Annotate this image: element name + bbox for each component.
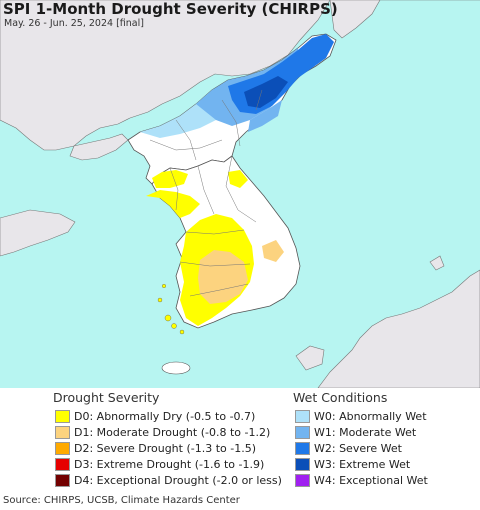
legend-label-w0: W0: Abnormally Wet	[314, 410, 427, 423]
russia-landmass	[329, 0, 381, 39]
swatch-d1	[55, 426, 70, 439]
swatch-d0	[55, 410, 70, 423]
legend-label-w3: W3: Extreme Wet	[314, 458, 411, 471]
legend-item-w3: W3: Extreme Wet	[295, 457, 410, 472]
wet-w3-region	[244, 76, 288, 108]
drought-map: SPI 1-Month Drought Severity (CHIRPS) Ma…	[0, 0, 480, 388]
legend-label-d4: D4: Exceptional Drought (-2.0 or less)	[74, 474, 282, 487]
drought-d0-west	[146, 190, 200, 218]
swatch-d4	[55, 474, 70, 487]
legend-item-d2: D2: Severe Drought (-1.3 to -1.5)	[55, 441, 256, 456]
legend-item-d1: D1: Moderate Drought (-0.8 to -1.2)	[55, 425, 270, 440]
wet-w1-east	[248, 100, 282, 132]
wet-legend: Wet Conditions W0: Abnormally Wet W1: Mo…	[240, 388, 480, 492]
drought-d0-north	[152, 170, 188, 188]
drought-d1-east	[262, 240, 284, 262]
map-title: SPI 1-Month Drought Severity (CHIRPS)	[3, 0, 338, 18]
legend-item-d0: D0: Abnormally Dry (-0.5 to -0.7)	[55, 409, 255, 424]
legend-item-d4: D4: Exceptional Drought (-2.0 or less)	[55, 473, 282, 488]
legend-label-d0: D0: Abnormally Dry (-0.5 to -0.7)	[74, 410, 256, 423]
japan-landmass	[317, 269, 480, 388]
islands	[157, 284, 185, 335]
swatch-w2	[295, 442, 310, 455]
japan-island-west	[295, 345, 325, 371]
swatch-w4	[295, 474, 310, 487]
legend-label-w1: W1: Moderate Wet	[314, 426, 417, 439]
legend-label-d2: D2: Severe Drought (-1.3 to -1.5)	[74, 442, 257, 455]
legend-label-d3: D3: Extreme Drought (-1.6 to -1.9)	[74, 458, 265, 471]
drought-legend: Drought Severity D0: Abnormally Dry (-0.…	[0, 388, 282, 492]
swatch-d2	[55, 442, 70, 455]
liaodong-landmass	[69, 133, 129, 161]
japan-coast-north	[429, 255, 445, 271]
legend-item-w4: W4: Exceptional Wet	[295, 473, 428, 488]
swatch-d3	[55, 458, 70, 471]
swatch-w3	[295, 458, 310, 471]
source-credit: Source: CHIRPS, UCSB, Climate Hazards Ce…	[3, 495, 240, 506]
swatch-w0	[295, 410, 310, 423]
drought-d1-region	[198, 250, 248, 304]
legend-label-d1: D1: Moderate Drought (-0.8 to -1.2)	[74, 426, 271, 439]
map-canvas	[0, 0, 480, 388]
legend-item-d3: D3: Extreme Drought (-1.6 to -1.9)	[55, 457, 264, 472]
map-subtitle: May. 26 - Jun. 25, 2024 [final]	[4, 18, 144, 29]
legend-label-w2: W2: Severe Wet	[314, 442, 402, 455]
swatch-w1	[295, 426, 310, 439]
legend-item-w2: W2: Severe Wet	[295, 441, 402, 456]
china-landmass	[0, 0, 480, 151]
legend-item-w0: W0: Abnormally Wet	[295, 409, 427, 424]
drought-legend-heading: Drought Severity	[53, 390, 160, 405]
legend-label-w4: W4: Exceptional Wet	[314, 474, 428, 487]
drought-d0-east	[228, 170, 248, 188]
province-lines	[149, 89, 263, 297]
shandong-landmass	[0, 209, 76, 257]
legend-item-w1: W1: Moderate Wet	[295, 425, 416, 440]
jeju-island	[161, 361, 191, 375]
wet-legend-heading: Wet Conditions	[293, 390, 388, 405]
